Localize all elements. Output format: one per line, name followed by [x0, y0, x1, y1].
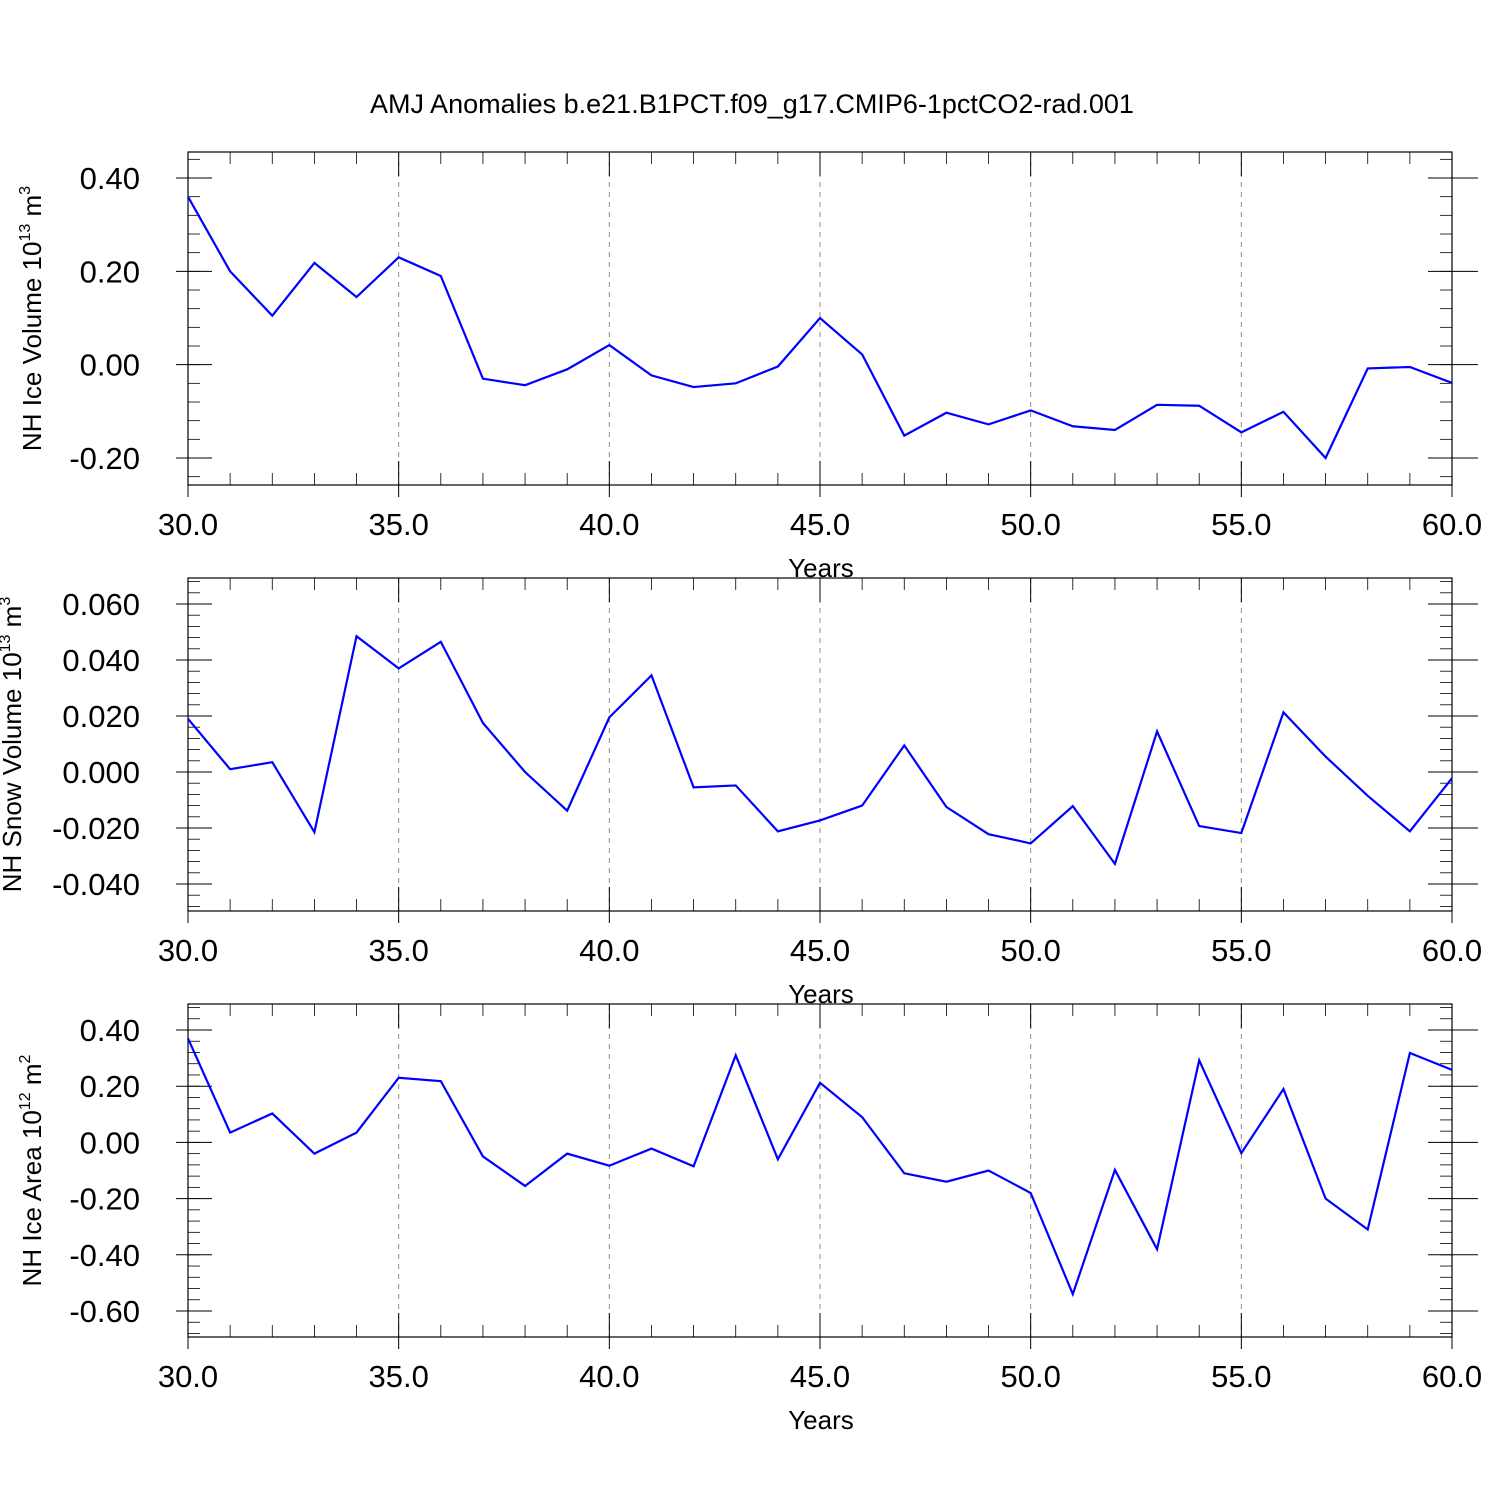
ice-area-y-tick-label: -0.40 [69, 1238, 140, 1273]
page-title: AMJ Anomalies b.e21.B1PCT.f09_g17.CMIP6-… [370, 89, 1134, 119]
ice-area-x-tick-label: 60.0 [1422, 1359, 1482, 1394]
ice-volume-y-axis-label: NH Ice Volume 1013 m3 [17, 186, 47, 451]
snow-volume-y-tick-label: 0.060 [62, 587, 140, 622]
ice-volume-panel: 30.0 35.0 40.0 45.0 50.0 55.0 60.0 -0.20 0.00 0.2… [17, 151, 1482, 583]
snow-volume-y-axis-exponent: 13 [0, 634, 14, 652]
ice-volume-y-tick-label: 0.20 [80, 254, 140, 289]
ice-volume-x-tick-label: 60.0 [1422, 507, 1482, 542]
ice-area-y-tick-label: 0.40 [80, 1013, 140, 1048]
ice-area-series-line [186, 1037, 1453, 1298]
ice-area-y-axis-exponent: 12 [17, 1092, 34, 1110]
snow-volume-x-tick-label: 35.0 [368, 933, 428, 968]
ice-volume-series-line [187, 196, 1453, 460]
ice-area-y-axis-label-text: NH Ice Area 10 [17, 1110, 47, 1286]
ice-area-y-tick-label: 0.00 [80, 1125, 140, 1160]
ice-volume-x-tick-label: 30.0 [158, 507, 218, 542]
ice-volume-y-tick-label: 0.00 [80, 348, 140, 383]
ice-volume-y-axis-label-text: NH Ice Volume 10 [17, 242, 47, 452]
ice-area-y-tick-label: -0.60 [69, 1294, 140, 1329]
ice-area-y-tick-label: 0.20 [80, 1069, 140, 1104]
ice-volume-y-tick-label: -0.20 [69, 441, 140, 476]
snow-volume-x-tick-label: 45.0 [790, 933, 850, 968]
ice-area-panel: 30.0 35.0 40.0 45.0 50.0 55.0 60.0 -0.60 -0.40 -0… [17, 1003, 1482, 1435]
snow-volume-y-axis-unit: m [0, 606, 27, 635]
ice-volume-y-axis-unit: m [17, 195, 47, 224]
ice-volume-x-tick-label: 40.0 [579, 507, 639, 542]
ice-volume-y-axis-unit-exponent: 3 [17, 186, 34, 195]
ice-area-y-axis-label: NH Ice Area 1012 m2 [17, 1054, 47, 1286]
snow-volume-y-tick-label: 0.020 [62, 699, 140, 734]
ice-area-x-tick-label: 45.0 [790, 1359, 850, 1394]
snow-volume-y-axis-label: NH Snow Volume 1013 m3 [0, 597, 27, 893]
ice-volume-x-tick-label: 50.0 [1000, 507, 1060, 542]
ice-area-y-tick-label: -0.20 [69, 1182, 140, 1217]
snow-volume-x-tick-label: 40.0 [579, 933, 639, 968]
snow-volume-y-tick-label: 0.040 [62, 643, 140, 678]
snow-volume-y-tick-label: -0.020 [52, 811, 140, 846]
ice-area-x-tick-label: 40.0 [579, 1359, 639, 1394]
snow-volume-x-tick-label: 30.0 [158, 933, 218, 968]
ice-volume-y-tick-label: 0.40 [80, 161, 140, 196]
chart-panels: 30.0 35.0 40.0 45.0 50.0 55.0 60.0 -0.20 0.00 0.2… [0, 151, 1482, 1435]
snow-volume-x-tick-label: 50.0 [1000, 933, 1060, 968]
snow-volume-y-axis-unit-exponent: 3 [0, 597, 14, 606]
ice-volume-y-axis-exponent: 13 [17, 224, 34, 242]
ice-area-x-axis-label: Years [788, 1405, 854, 1435]
snow-volume-panel: 30.0 35.0 40.0 45.0 50.0 55.0 60.0 -0.040 -0.020… [0, 577, 1482, 1009]
snow-volume-y-tick-label: 0.000 [62, 755, 140, 790]
ice-volume-x-tick-label: 35.0 [368, 507, 428, 542]
snow-volume-x-tick-label: 55.0 [1211, 933, 1271, 968]
snow-volume-y-tick-label: -0.040 [52, 867, 140, 902]
snow-volume-series-line [187, 634, 1453, 867]
ice-area-x-tick-label: 50.0 [1000, 1359, 1060, 1394]
ice-area-x-tick-label: 35.0 [368, 1359, 428, 1394]
ice-volume-x-tick-label: 45.0 [790, 507, 850, 542]
ice-area-x-tick-label: 30.0 [158, 1359, 218, 1394]
ice-area-y-axis-unit-exponent: 2 [17, 1054, 34, 1063]
ice-area-y-axis-unit: m [17, 1063, 47, 1092]
ice-volume-x-tick-label: 55.0 [1211, 507, 1271, 542]
snow-volume-y-axis-label-text: NH Snow Volume 10 [0, 652, 27, 892]
snow-volume-x-tick-label: 60.0 [1422, 933, 1482, 968]
ice-area-x-tick-label: 55.0 [1211, 1359, 1271, 1394]
